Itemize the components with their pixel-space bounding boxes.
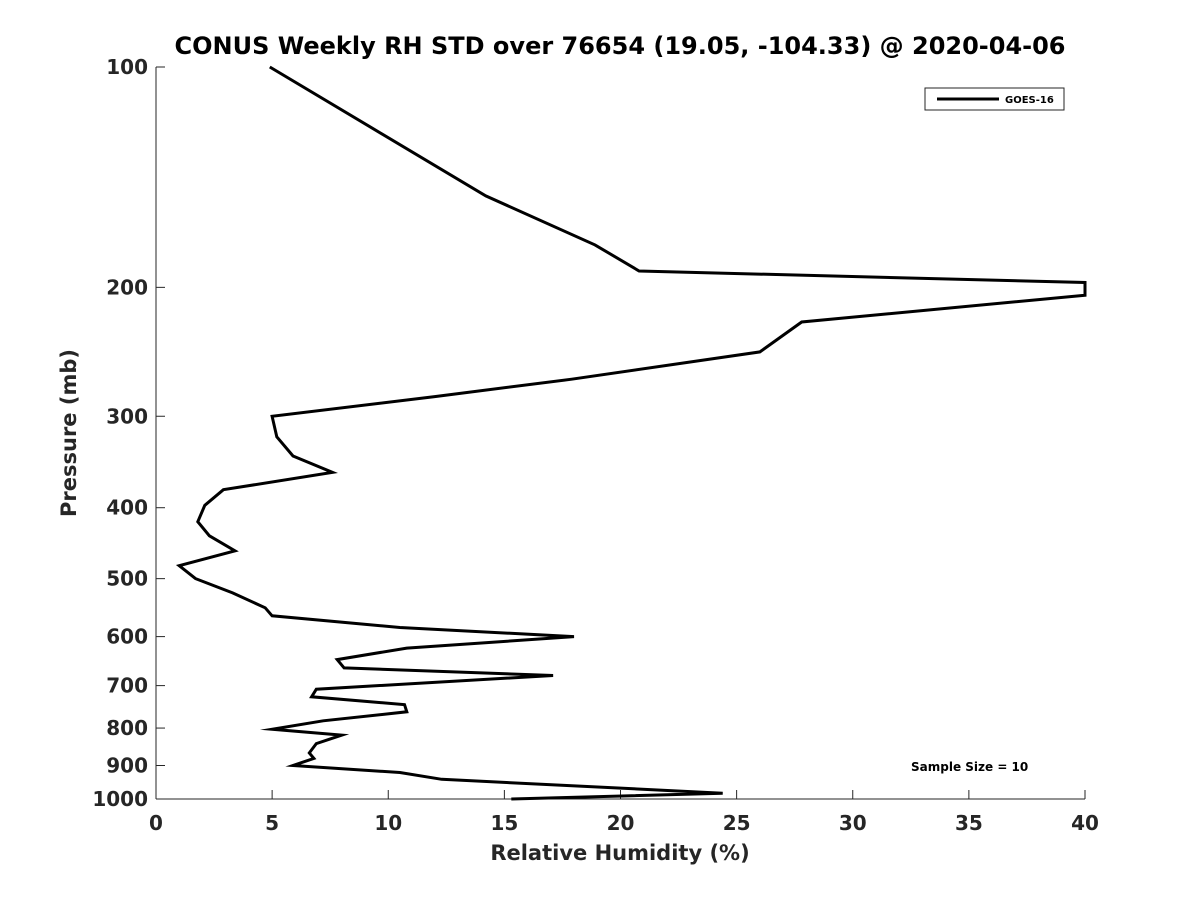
x-tick-label: 40 [1071,811,1099,835]
y-tick-group: 100 200 300 400 500 600 700 800 900 1000 [92,55,165,811]
y-axis-label: Pressure (mb) [57,349,81,517]
sample-size-annotation: Sample Size = 10 [911,760,1028,774]
y-tick-label: 300 [106,404,148,428]
series-layer [175,65,1087,801]
x-tick-label: 5 [265,811,279,835]
x-tick-group: 0 5 10 15 20 25 30 35 40 [149,790,1099,835]
y-tick-label: 700 [106,674,148,698]
y-tick-label: 800 [106,716,148,740]
x-tick-label: 35 [955,811,983,835]
x-tick-label: 0 [149,811,163,835]
x-tick-label: 30 [839,811,867,835]
y-tick-label: 600 [106,625,148,649]
y-tick-label: 900 [106,754,148,778]
x-tick-label: 20 [607,811,635,835]
y-tick-label: 500 [106,567,148,591]
legend-label-goes-16: GOES-16 [1005,95,1054,106]
series-line-goes-16 [175,65,1087,801]
legend: GOES-16 [924,87,1065,111]
x-axis-label: Relative Humidity (%) [490,841,749,865]
y-tick-label: 100 [106,55,148,79]
chart-title: CONUS Weekly RH STD over 76654 (19.05, -… [174,32,1065,60]
y-tick-label: 400 [106,496,148,520]
y-tick-label: 1000 [92,787,148,811]
x-tick-label: 10 [374,811,402,835]
x-tick-label: 15 [490,811,518,835]
x-tick-label: 25 [723,811,751,835]
y-tick-label: 200 [106,275,148,299]
